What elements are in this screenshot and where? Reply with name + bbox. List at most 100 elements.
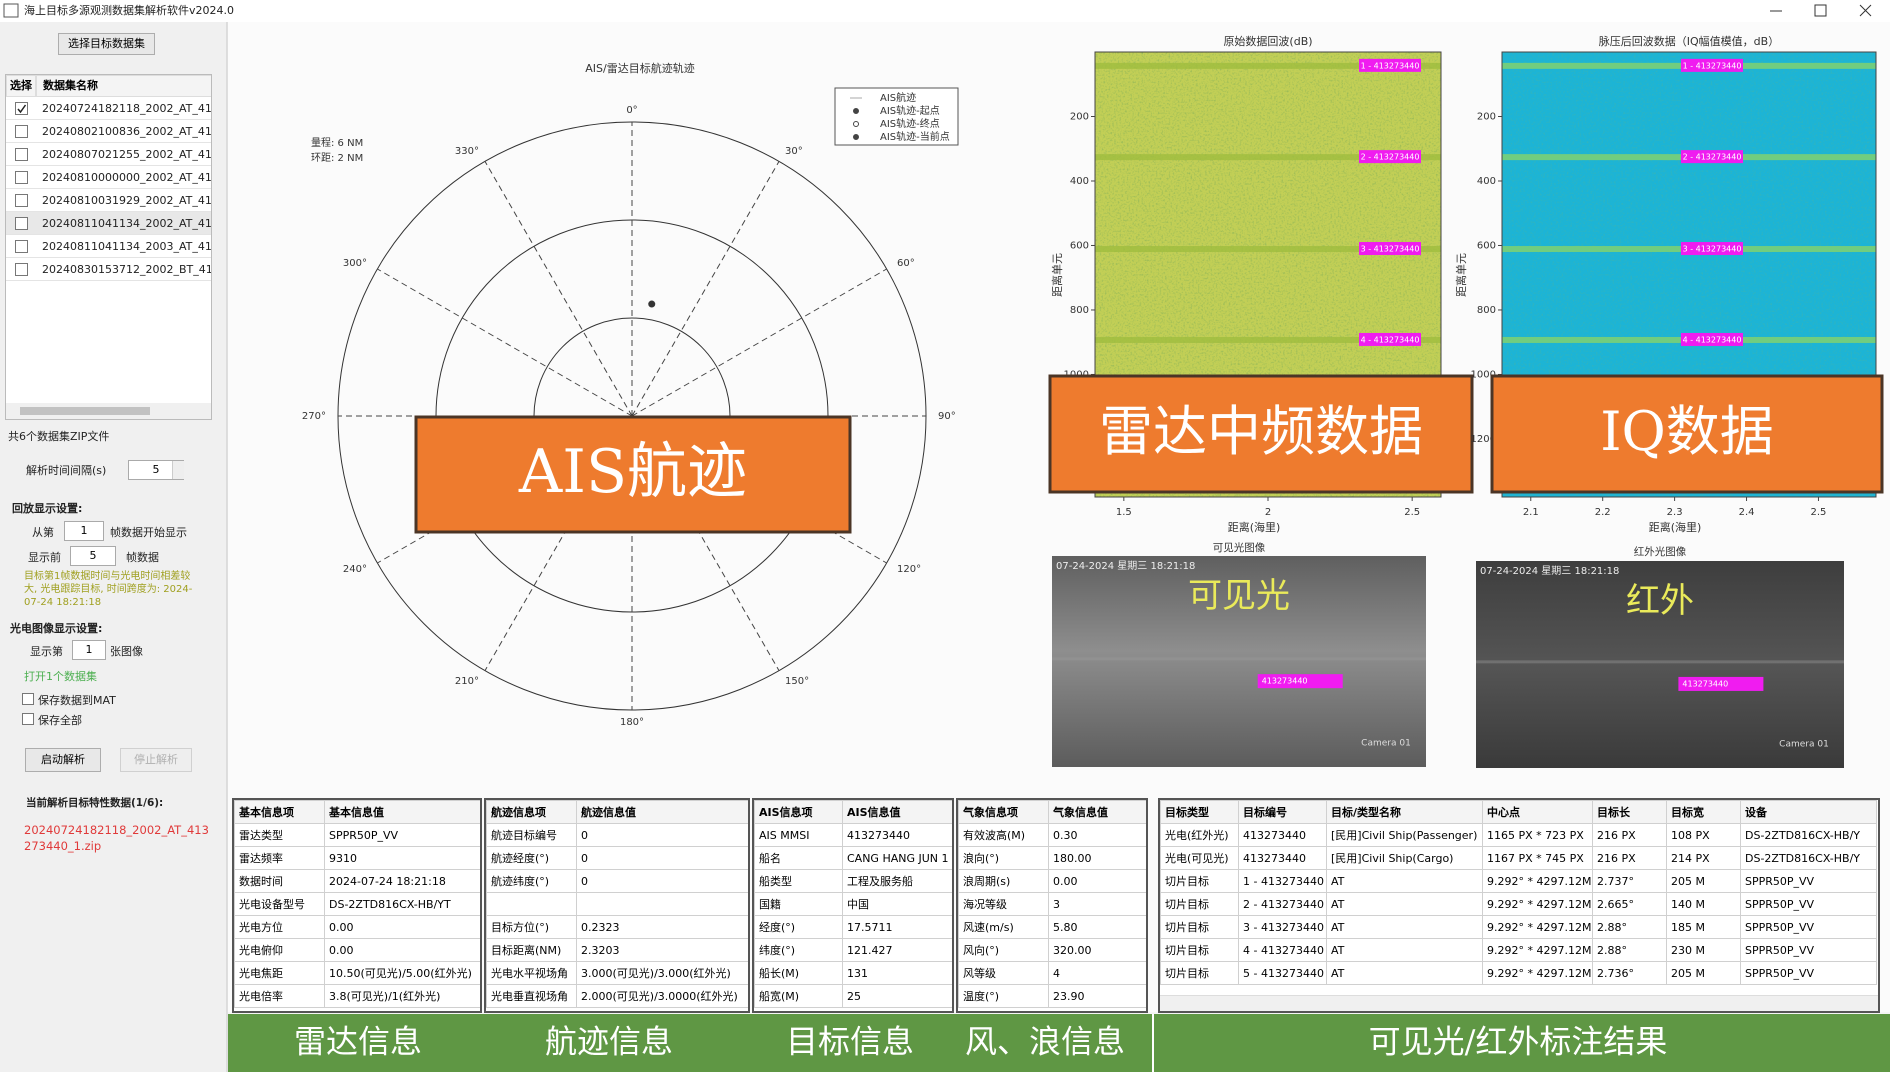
checkbox[interactable] [15, 217, 28, 230]
table-cell: 205 M [1666, 961, 1741, 985]
table-row[interactable] [486, 892, 748, 916]
header-cell[interactable]: AIS信息项 [754, 800, 843, 824]
table-row[interactable]: 船名 CANG HANG JUN 1 [754, 846, 952, 870]
table-row[interactable]: 航迹纬度(°) 0 [486, 869, 748, 893]
header-cell[interactable]: 设备 [1740, 800, 1877, 824]
legend-marker [853, 108, 859, 114]
scroll-thumb[interactable] [20, 407, 150, 415]
checkbox[interactable] [15, 171, 28, 184]
table-row[interactable]: 航迹经度(°) 0 [486, 846, 748, 870]
table-row[interactable]: 光电(可见光) 413273440 [民用]Civil Ship(Cargo) 116… [1160, 846, 1877, 870]
table-row[interactable]: 光电焦距 10.50(可见光)/5.00(红外光) [234, 961, 480, 985]
table-row[interactable]: 数据时间 2024-07-24 18:21:18 [234, 869, 480, 893]
table-row[interactable]: 光电垂直视场角 2.000(可见光)/3.0000(红外光) [486, 984, 748, 1008]
dataset-name[interactable]: 20240810031929_2002_AT_41 [42, 194, 212, 207]
header-cell[interactable]: 气象信息项 [958, 800, 1049, 824]
scrollbar[interactable] [1160, 995, 1878, 1011]
table-row[interactable]: 切片目标 4 - 413273440 AT 9.292° * 4297.12M 2.88… [1160, 938, 1877, 962]
table-row[interactable]: 浪向(°) 180.00 [958, 846, 1146, 870]
header-cell[interactable]: 基本信息项 [234, 800, 325, 824]
checkbox[interactable] [22, 693, 34, 705]
banner-label: 目标信息 [786, 1023, 914, 1061]
table-cell: 2.665° [1592, 892, 1667, 916]
table-row[interactable]: 国籍 中国 [754, 892, 952, 916]
dataset-name[interactable]: 20240830153712_2002_BT_41 [42, 263, 212, 276]
input[interactable]: 1 [72, 640, 106, 660]
table-row[interactable]: 光电水平视场角 3.000(可见光)/3.000(红外光) [486, 961, 748, 985]
checkbox[interactable] [15, 194, 28, 207]
button[interactable]: 选择目标数据集 [58, 33, 155, 55]
table-row[interactable]: 光电方位 0.00 [234, 915, 480, 939]
dataset-name[interactable]: 20240811041134_2003_AT_41 [42, 240, 212, 253]
table-row[interactable]: 光电倍率 3.8(可见光)/1(红外光) [234, 984, 480, 1008]
table-row[interactable]: 光电设备型号 DS-2ZTD816CX-HB/YT [234, 892, 480, 916]
input[interactable]: 1 [64, 521, 104, 541]
header-cell[interactable]: 气象信息值 [1048, 800, 1146, 824]
table-row[interactable]: 风向(°) 320.00 [958, 938, 1146, 962]
table-row[interactable]: 切片目标 3 - 413273440 AT 9.292° * 4297.12M 2.88… [1160, 915, 1877, 939]
header-cell[interactable]: 目标/类型名称 [1326, 800, 1483, 824]
target-tag [1681, 150, 1743, 164]
table-row[interactable]: 风速(m/s) 5.80 [958, 915, 1146, 939]
table-row[interactable]: 切片目标 2 - 413273440 AT 9.292° * 4297.12M 2.66… [1160, 892, 1877, 916]
table-row[interactable]: 海况等级 3 [958, 892, 1146, 916]
table-cell: 船名 [754, 846, 843, 870]
close-button[interactable] [1859, 4, 1872, 17]
table-row[interactable]: 目标距离(NM) 2.3203 [486, 938, 748, 962]
spinbox[interactable]: 5 [128, 460, 184, 480]
header-cell[interactable]: 航迹信息项 [486, 800, 577, 824]
table-cell: 3.000(可见光)/3.000(红外光) [576, 961, 748, 985]
spin-arrow[interactable] [172, 461, 184, 479]
table-row[interactable]: 纬度(°) 121.427 [754, 938, 952, 962]
dataset-name[interactable]: 20240810000000_2002_AT_41 [42, 171, 212, 184]
banner-label: 可见光/红外标注结果 [1369, 1023, 1668, 1061]
header-cell[interactable]: 目标编号 [1238, 800, 1327, 824]
table-cell: 5.80 [1048, 915, 1146, 939]
table-row[interactable]: 航迹目标编号 0 [486, 823, 748, 847]
table-row[interactable]: 温度(°) 23.90 [958, 984, 1146, 1008]
checkbox[interactable] [15, 240, 28, 253]
table-cell: DS-2ZTD816CX-HB/YT [324, 892, 480, 916]
checkbox[interactable] [15, 125, 28, 138]
button[interactable]: 停止解析 [120, 748, 192, 772]
table-row[interactable]: 雷达频率 9310 [234, 846, 480, 870]
table-row[interactable]: 风等级 4 [958, 961, 1146, 985]
table-row[interactable]: AIS MMSI 413273440 [754, 823, 952, 847]
target-tag [1359, 150, 1421, 164]
checkbox[interactable] [15, 102, 28, 115]
table-row[interactable]: 光电俯仰 0.00 [234, 938, 480, 962]
checkbox[interactable] [15, 263, 28, 276]
checkbox[interactable] [15, 148, 28, 161]
header-cell[interactable]: 目标宽 [1666, 800, 1741, 824]
table-row[interactable]: 浪周期(s) 0.00 [958, 869, 1146, 893]
table-row[interactable]: 有效波高(M) 0.30 [958, 823, 1146, 847]
table-cell: 切片目标 [1160, 892, 1239, 916]
header-cell[interactable]: 目标类型 [1160, 800, 1239, 824]
table-row[interactable]: 经度(°) 17.5711 [754, 915, 952, 939]
dataset-name[interactable]: 20240724182118_2002_AT_41 [42, 102, 212, 115]
table-row[interactable]: 切片目标 5 - 413273440 AT 9.292° * 4297.12M 2.73… [1160, 961, 1877, 985]
header-cell[interactable]: AIS信息值 [842, 800, 952, 824]
table-row[interactable]: 船宽(M) 25 [754, 984, 952, 1008]
table-row[interactable]: 目标方位(°) 0.2323 [486, 915, 748, 939]
notice: 目标第1帧数据时间与光电时间相差较大, 光电跟踪目标, 时间跨度为: 2024-… [24, 571, 193, 608]
header-cell[interactable]: 中心点 [1482, 800, 1593, 824]
header-cell[interactable]: 航迹信息值 [576, 800, 748, 824]
header-cell[interactable]: 目标长 [1592, 800, 1667, 824]
button[interactable]: 启动解析 [25, 748, 101, 772]
table-row[interactable]: 光电(红外光) 413273440 [民用]Civil Ship(Passenger… [1160, 823, 1877, 847]
input[interactable]: 5 [70, 546, 116, 566]
dataset-name[interactable]: 20240802100836_2002_AT_41 [42, 125, 212, 138]
app-icon [3, 3, 19, 18]
dataset-name[interactable]: 20240807021255_2002_AT_41 [42, 148, 212, 161]
table-row[interactable]: 切片目标 1 - 413273440 AT 9.292° * 4297.12M 2.73… [1160, 869, 1877, 893]
target-tag-label: 3 - 413273440 [1683, 245, 1742, 254]
table-row[interactable]: 雷达类型 SPPR50P_VV [234, 823, 480, 847]
table-row[interactable]: 船类型 工程及服务船 [754, 869, 952, 893]
dataset-name[interactable]: 20240811041134_2002_AT_41 [42, 217, 212, 230]
header-cell[interactable]: 基本信息值 [324, 800, 480, 824]
maximize-button[interactable] [1814, 4, 1827, 17]
table-row[interactable]: 船长(M) 131 [754, 961, 952, 985]
table-cell: SPPR50P_VV [1740, 961, 1877, 985]
checkbox[interactable] [22, 713, 34, 725]
